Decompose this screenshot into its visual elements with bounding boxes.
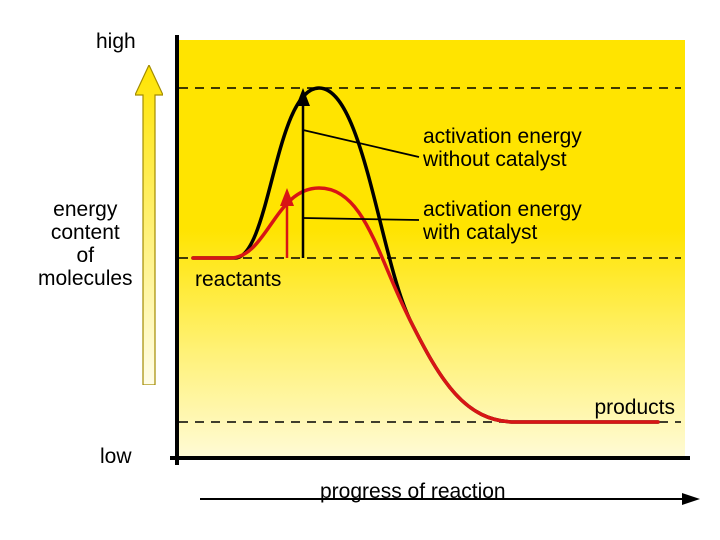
x-axis (170, 456, 690, 460)
y-axis-label: energy content of molecules (38, 198, 133, 290)
reactants-label: reactants (195, 268, 281, 291)
y-axis (175, 35, 179, 465)
diagram-root: reactants products activation energy wit… (0, 0, 720, 540)
chart-area: reactants products activation energy wit… (175, 40, 685, 460)
low-label: low (100, 445, 132, 468)
ea-no-catalyst-label: activation energy without catalyst (423, 125, 582, 171)
x-axis-label: progress of reaction (320, 480, 506, 503)
products-label: products (594, 396, 675, 419)
leader-cat (303, 218, 419, 220)
ea-with-catalyst-label: activation energy with catalyst (423, 198, 582, 244)
high-label: high (96, 30, 136, 53)
y-direction-arrow (135, 65, 163, 385)
